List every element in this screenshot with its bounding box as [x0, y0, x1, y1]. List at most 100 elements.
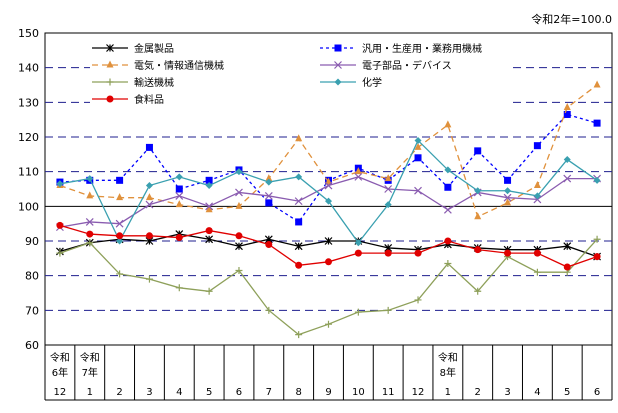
- data-point: [205, 227, 213, 235]
- data-point: [86, 239, 94, 247]
- x-tick-label: 5: [206, 387, 212, 398]
- x-tick-label: 9: [325, 387, 331, 398]
- data-point: [474, 212, 482, 220]
- data-point: [504, 198, 512, 206]
- year-label: 8年: [440, 366, 456, 379]
- data-point: [384, 201, 392, 209]
- series-layer: [55, 80, 602, 339]
- data-point: [533, 181, 541, 189]
- data-point: [593, 119, 601, 127]
- index-base-note: 令和2年=100.0: [531, 12, 612, 26]
- legend-swatch-marker: [106, 44, 114, 52]
- legend-label: 化学: [362, 76, 382, 89]
- data-point: [325, 197, 332, 205]
- data-point: [414, 249, 422, 257]
- data-point: [145, 232, 153, 240]
- x-tick-label: 3: [146, 387, 152, 398]
- data-point: [116, 176, 124, 184]
- data-point: [265, 199, 273, 207]
- data-point: [474, 147, 482, 155]
- data-point: [175, 192, 184, 200]
- y-tick-label: 150: [18, 27, 39, 40]
- data-point: [384, 306, 392, 314]
- legend-swatch-marker: [106, 78, 114, 86]
- data-point: [205, 202, 214, 211]
- data-point: [504, 249, 512, 257]
- data-point: [384, 174, 392, 182]
- legend-label: 輸送機械: [134, 76, 174, 89]
- data-point: [175, 185, 183, 193]
- legend-label: 金属製品: [134, 42, 174, 55]
- data-point: [145, 200, 154, 209]
- data-point: [235, 201, 243, 209]
- y-tick-label: 110: [18, 166, 39, 179]
- legend-label: 電気・情報通信機械: [134, 59, 224, 72]
- data-point: [533, 192, 541, 200]
- legend-swatch-marker: [106, 60, 114, 68]
- data-point: [593, 80, 601, 88]
- data-point: [116, 270, 124, 278]
- x-tick-label: 12: [54, 387, 67, 398]
- data-point: [175, 234, 183, 242]
- data-point: [354, 308, 362, 316]
- data-point: [175, 173, 183, 181]
- data-point: [593, 176, 601, 184]
- data-point: [205, 182, 213, 190]
- data-point: [414, 136, 422, 144]
- data-point: [504, 176, 512, 184]
- data-point: [444, 166, 452, 174]
- data-point: [414, 296, 422, 304]
- y-tick-label: 130: [18, 96, 39, 109]
- y-axis-tick-labels: 60 70 80 90 100 110 120 130 140 150: [18, 27, 39, 352]
- legend-item: 食料品: [92, 93, 164, 106]
- data-point: [265, 174, 273, 182]
- data-point: [235, 188, 243, 197]
- data-point: [295, 218, 303, 226]
- legend-box: [90, 37, 510, 109]
- x-tick-label: 10: [352, 387, 365, 398]
- data-point: [414, 186, 422, 195]
- data-point: [205, 235, 214, 244]
- y-tick-label: 60: [25, 339, 39, 352]
- data-point: [116, 237, 124, 245]
- series-4: [56, 235, 601, 339]
- legend-swatch-marker: [334, 61, 342, 69]
- data-point: [533, 249, 541, 257]
- data-point: [145, 143, 153, 151]
- data-point: [474, 187, 482, 195]
- data-point: [384, 185, 393, 193]
- data-point: [325, 177, 332, 185]
- data-point: [354, 167, 362, 175]
- data-point: [295, 331, 303, 339]
- data-point: [56, 180, 64, 188]
- x-tick-label: 12: [412, 387, 425, 398]
- data-point: [116, 232, 124, 240]
- data-point: [265, 240, 273, 248]
- legend-label: 汎用・生産用・業務用機械: [362, 42, 482, 55]
- data-point: [503, 193, 512, 202]
- data-point: [175, 284, 183, 292]
- data-point: [444, 260, 452, 268]
- data-point: [444, 120, 452, 128]
- data-point: [205, 205, 213, 213]
- y-tick-label: 80: [25, 270, 39, 283]
- data-point: [86, 191, 94, 199]
- data-point: [354, 249, 362, 257]
- data-point: [384, 249, 392, 257]
- data-point: [563, 263, 571, 271]
- data-point: [593, 253, 601, 261]
- legend-swatch-marker: [334, 44, 342, 52]
- x-tick-label: 4: [176, 387, 182, 398]
- x-tick-label: 11: [382, 387, 395, 398]
- legend-swatch-marker: [106, 95, 114, 103]
- data-point: [324, 181, 333, 190]
- year-label: 令和: [438, 351, 458, 364]
- data-point: [145, 193, 153, 201]
- data-point: [533, 142, 541, 150]
- data-point: [205, 287, 213, 295]
- y-tick-label: 100: [18, 200, 39, 213]
- x-tick-label: 2: [116, 387, 122, 398]
- data-point: [504, 187, 512, 195]
